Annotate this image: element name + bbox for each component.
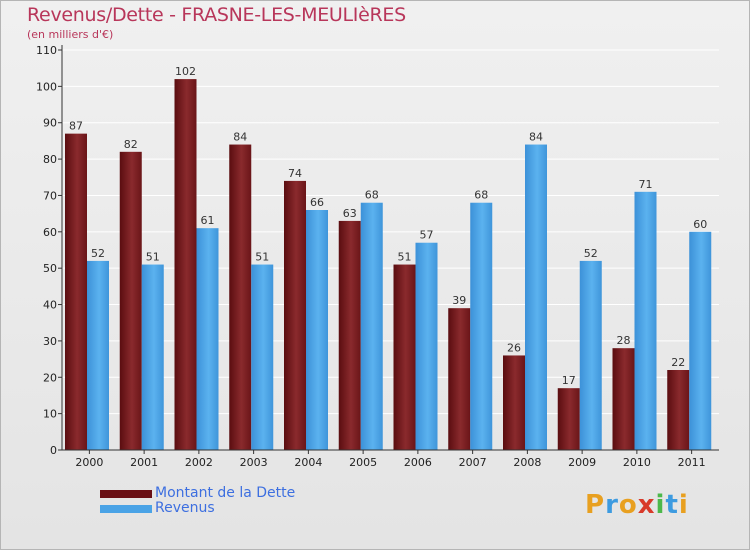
debt-data-label: 17	[562, 374, 576, 387]
y-tick-label: 80	[43, 153, 57, 166]
debt-bar	[448, 308, 471, 450]
debt-bar	[119, 151, 142, 450]
debt-bar	[557, 388, 580, 450]
x-tick-label: 2004	[294, 456, 322, 469]
debt-data-label: 26	[507, 341, 521, 354]
revenue-data-label: 68	[474, 189, 488, 202]
y-tick-label: 110	[36, 44, 57, 57]
debt-data-label: 63	[343, 207, 357, 220]
revenue-data-label: 60	[693, 218, 707, 231]
y-tick-label: 10	[43, 408, 57, 421]
debt-bar	[174, 79, 197, 450]
logo-letter: x	[637, 490, 656, 520]
revenue-bar	[87, 260, 109, 450]
y-tick-label: 30	[43, 335, 57, 348]
logo-letter: o	[618, 490, 638, 520]
x-tick-label: 2006	[404, 456, 432, 469]
x-tick-label: 2005	[349, 456, 377, 469]
legend-swatch-revenue	[100, 505, 152, 513]
debt-data-label: 74	[288, 167, 302, 180]
revenue-data-label: 52	[584, 247, 598, 260]
logo-letter: i	[655, 490, 666, 520]
proxiti-logo: Proxiti	[585, 490, 689, 520]
y-tick-label: 70	[43, 189, 57, 202]
x-tick-label: 2001	[130, 456, 158, 469]
legend-swatch-debt	[100, 490, 152, 498]
revenue-bar	[251, 264, 274, 450]
x-tick-label: 2007	[459, 456, 487, 469]
debt-bar	[393, 264, 416, 450]
revenue-data-label: 61	[201, 214, 215, 227]
revenue-bar	[579, 260, 602, 450]
logo-letter: t	[665, 490, 679, 520]
revenue-data-label: 84	[529, 131, 543, 144]
revenue-bar	[306, 210, 328, 450]
revenue-data-label: 51	[255, 251, 269, 264]
debt-data-label: 39	[452, 294, 466, 307]
x-tick-label: 2010	[623, 456, 651, 469]
debt-bar	[65, 133, 87, 451]
debt-data-label: 51	[398, 251, 412, 264]
x-tick-label: 2009	[568, 456, 596, 469]
revenue-bar	[525, 144, 547, 450]
debt-bar	[503, 355, 525, 450]
debt-data-label: 102	[175, 65, 196, 78]
chart-title: Revenus/Dette - FRASNE-LES-MEULIèRES	[27, 4, 406, 26]
revenue-bar	[470, 202, 493, 450]
y-tick-label: 50	[43, 262, 57, 275]
y-tick-label: 20	[43, 371, 57, 384]
y-tick-label: 40	[43, 299, 57, 312]
debt-bar	[229, 144, 252, 450]
debt-data-label: 22	[671, 356, 685, 369]
x-tick-label: 2002	[185, 456, 213, 469]
debt-bar	[284, 180, 306, 450]
revenue-bar	[360, 202, 383, 450]
x-tick-label: 2000	[75, 456, 103, 469]
revenue-data-label: 51	[146, 251, 160, 264]
revenue-data-label: 68	[365, 189, 379, 202]
logo-letter: r	[605, 490, 619, 520]
debt-data-label: 84	[233, 131, 247, 144]
logo-letter: P	[585, 490, 606, 520]
legend-label-debt: Montant de la Dette	[155, 485, 296, 501]
chart-subtitle: (en milliers d'€)	[27, 28, 114, 41]
debt-data-label: 82	[124, 138, 138, 151]
revenue-bar	[415, 242, 438, 450]
revenue-data-label: 52	[91, 247, 105, 260]
debt-data-label: 87	[69, 120, 83, 133]
logo-letter: i	[678, 490, 689, 520]
revenue-data-label: 71	[639, 178, 653, 191]
revenue-data-label: 66	[310, 196, 324, 209]
debt-bar	[612, 348, 635, 450]
revenue-bar	[689, 231, 712, 450]
x-tick-label: 2003	[240, 456, 268, 469]
debt-bar	[667, 370, 690, 450]
revenue-bar	[196, 228, 219, 450]
y-tick-label: 0	[50, 444, 57, 457]
debt-bar	[338, 220, 361, 450]
y-tick-label: 100	[36, 80, 57, 93]
x-tick-label: 2008	[513, 456, 541, 469]
x-tick-label: 2011	[678, 456, 706, 469]
legend-label-revenue: Revenus	[155, 500, 215, 516]
debt-data-label: 28	[617, 334, 631, 347]
y-tick-label: 90	[43, 117, 57, 130]
y-tick-label: 60	[43, 226, 57, 239]
revenue-bar	[634, 191, 657, 450]
revenue-data-label: 57	[420, 229, 434, 242]
revenue-bar	[141, 264, 164, 450]
